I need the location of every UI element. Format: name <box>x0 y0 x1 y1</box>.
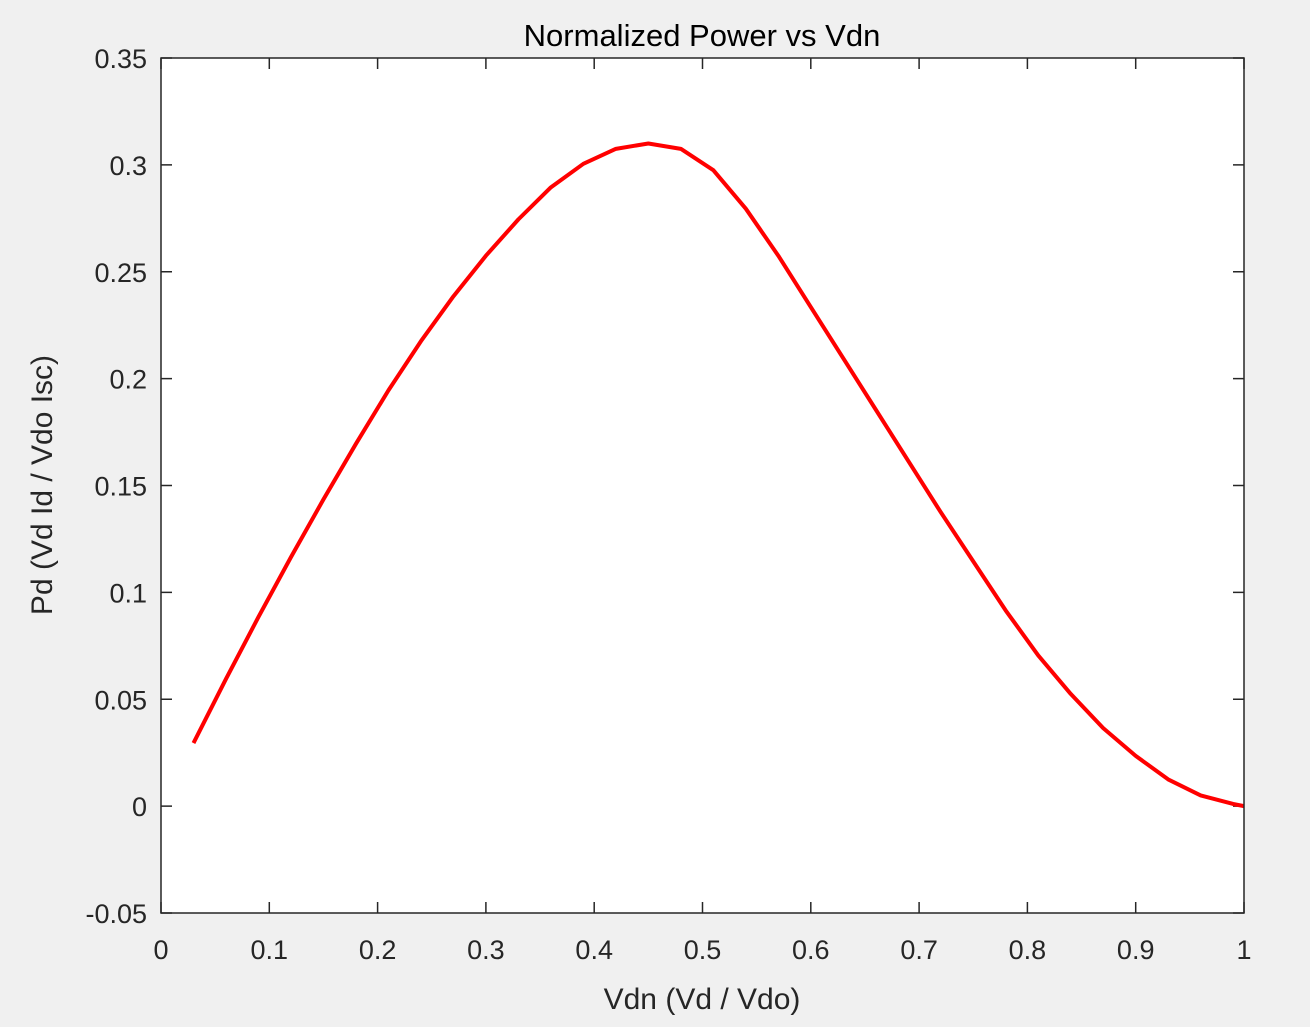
x-tick-label: 1 <box>1236 935 1251 965</box>
x-tick-label: 0.4 <box>575 935 613 965</box>
y-tick-labels: -0.05 0 0.05 0.1 0.15 0.2 0.25 0.3 0.35 <box>85 44 147 929</box>
x-tick-label: 0.6 <box>792 935 830 965</box>
x-tick-label: 0.8 <box>1009 935 1047 965</box>
y-tick-label: 0.35 <box>94 44 147 74</box>
x-tick-label: 0 <box>153 935 168 965</box>
x-tick-label: 0.1 <box>251 935 289 965</box>
x-tick-labels: 0 0.1 0.2 0.3 0.4 0.5 0.6 0.7 0.8 0.9 1 <box>153 935 1251 965</box>
y-tick-label: 0.05 <box>94 685 147 715</box>
y-tick-label: 0.1 <box>109 578 147 608</box>
x-tick-label: 0.2 <box>359 935 397 965</box>
x-tick-label: 0.7 <box>900 935 938 965</box>
y-tick-label: 0.2 <box>109 365 147 395</box>
x-axis-label: Vdn (Vd / Vdo) <box>604 983 801 1016</box>
y-tick-label: 0.25 <box>94 258 147 288</box>
y-tick-label: -0.05 <box>85 899 147 929</box>
y-tick-label: 0.15 <box>94 472 147 502</box>
series-group <box>191 141 1245 809</box>
y-axis-label: Pd (Vd Id / Vdo Isc) <box>26 355 59 615</box>
chart-title: Normalized Power vs Vdn <box>524 18 881 53</box>
x-tick-label: 0.5 <box>684 935 722 965</box>
axes-box <box>160 57 1245 914</box>
x-tick-label: 0.3 <box>467 935 505 965</box>
y-tick-label: 0 <box>132 792 147 822</box>
x-tick-label: 0.9 <box>1117 935 1155 965</box>
plot-area <box>161 58 1244 913</box>
series-line <box>191 141 1245 809</box>
y-tick-label: 0.3 <box>109 151 147 181</box>
